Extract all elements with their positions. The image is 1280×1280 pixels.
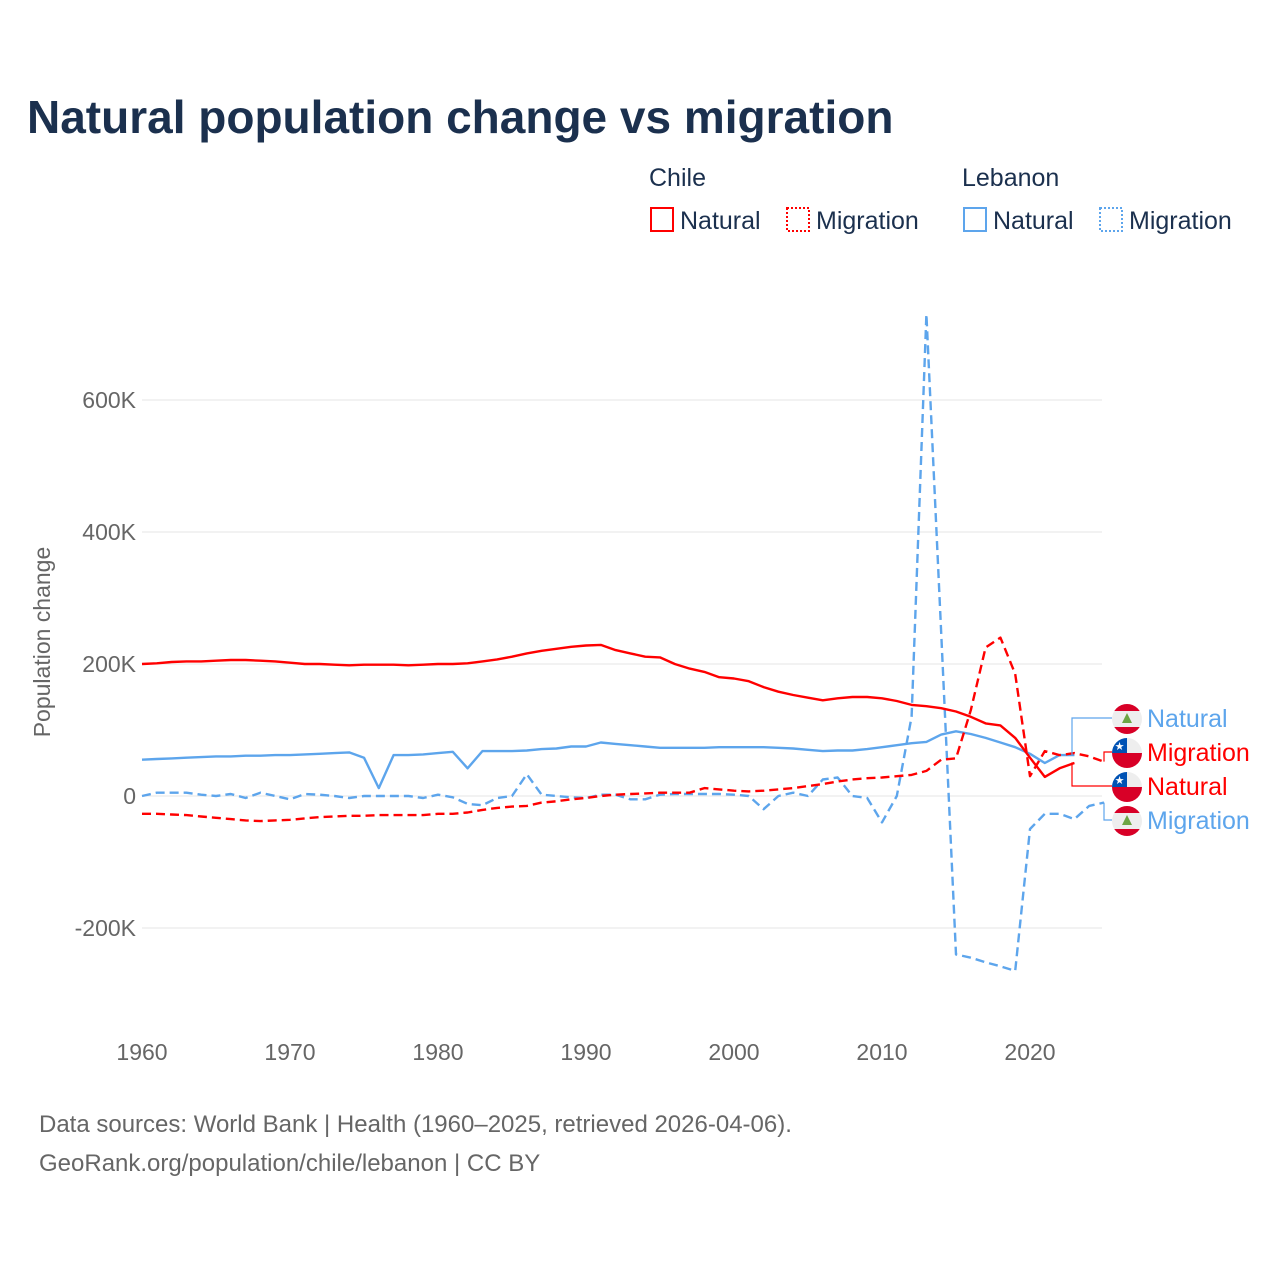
- y-tick-label: 0: [123, 783, 136, 809]
- legend: Chile Natural Migration Lebanon Natural …: [649, 164, 1232, 235]
- legend-group-lebanon: Lebanon: [962, 164, 1059, 192]
- x-tick-label: 1970: [264, 1039, 315, 1065]
- y-tick-label: -200K: [75, 915, 137, 941]
- legend-swatch-lebanon-natural: [963, 207, 987, 232]
- end-labels: Natural ★ Migration ★ Natural Migration: [1071, 704, 1250, 836]
- x-tick-label: 2010: [856, 1039, 907, 1065]
- legend-item-chile-migration[interactable]: Migration: [816, 207, 919, 235]
- legend-swatch-lebanon-migration: [1099, 207, 1123, 232]
- chart-title: Natural population change vs migration: [27, 91, 893, 143]
- footer-link[interactable]: GeoRank.org/population/chile/lebanon | C…: [39, 1150, 540, 1177]
- legend-item-lebanon-migration[interactable]: Migration: [1129, 207, 1232, 235]
- x-tick-label: 1960: [116, 1039, 167, 1065]
- x-tick-label: 2020: [1004, 1039, 1055, 1065]
- legend-group-chile: Chile: [649, 164, 706, 192]
- series-lines: [141, 313, 1105, 973]
- legend-item-chile-natural[interactable]: Natural: [680, 207, 761, 235]
- end-label-connector: [1071, 717, 1112, 756]
- legend-item-lebanon-natural[interactable]: Natural: [993, 207, 1074, 235]
- series-line-lebanon-migration[interactable]: [141, 313, 1105, 973]
- x-tick-label: 2000: [708, 1039, 759, 1065]
- series-line-chile-migration[interactable]: [142, 636, 1105, 823]
- end-label-connector: [1103, 751, 1112, 762]
- gridlines: [142, 399, 1102, 929]
- series-line-chile-natural[interactable]: [141, 643, 1075, 779]
- end-label-connector: [1103, 802, 1112, 821]
- series-line-lebanon-natural[interactable]: [141, 730, 1075, 790]
- y-tick-label: 400K: [82, 519, 136, 545]
- svg-text:★: ★: [1115, 775, 1125, 787]
- y-axis-label: Population change: [29, 547, 55, 738]
- svg-text:★: ★: [1115, 741, 1125, 753]
- lebanon-flag-icon: [1112, 806, 1142, 836]
- end-label-lebanon-natural: Natural: [1147, 705, 1228, 733]
- x-tick-label: 1980: [412, 1039, 463, 1065]
- legend-swatch-chile-migration: [786, 207, 810, 232]
- legend-swatch-chile-natural: [650, 207, 674, 232]
- end-label-chile-migration: Migration: [1147, 739, 1250, 767]
- y-ticks: 600K 400K 200K 0 -200K: [75, 387, 137, 941]
- end-label-chile-natural: Natural: [1147, 773, 1228, 801]
- footer-sources: Data sources: World Bank | Health (1960–…: [39, 1111, 792, 1138]
- y-tick-label: 200K: [82, 651, 136, 677]
- chile-flag-icon: ★: [1112, 772, 1142, 802]
- end-label-lebanon-migration: Migration: [1147, 807, 1250, 835]
- x-ticks: 1960 1970 1980 1990 2000 2010 2020: [116, 1039, 1055, 1065]
- x-tick-label: 1990: [560, 1039, 611, 1065]
- lebanon-flag-icon: [1112, 704, 1142, 734]
- chile-flag-icon: ★: [1112, 738, 1142, 768]
- end-label-connector: [1071, 762, 1112, 787]
- y-tick-label: 600K: [82, 387, 136, 413]
